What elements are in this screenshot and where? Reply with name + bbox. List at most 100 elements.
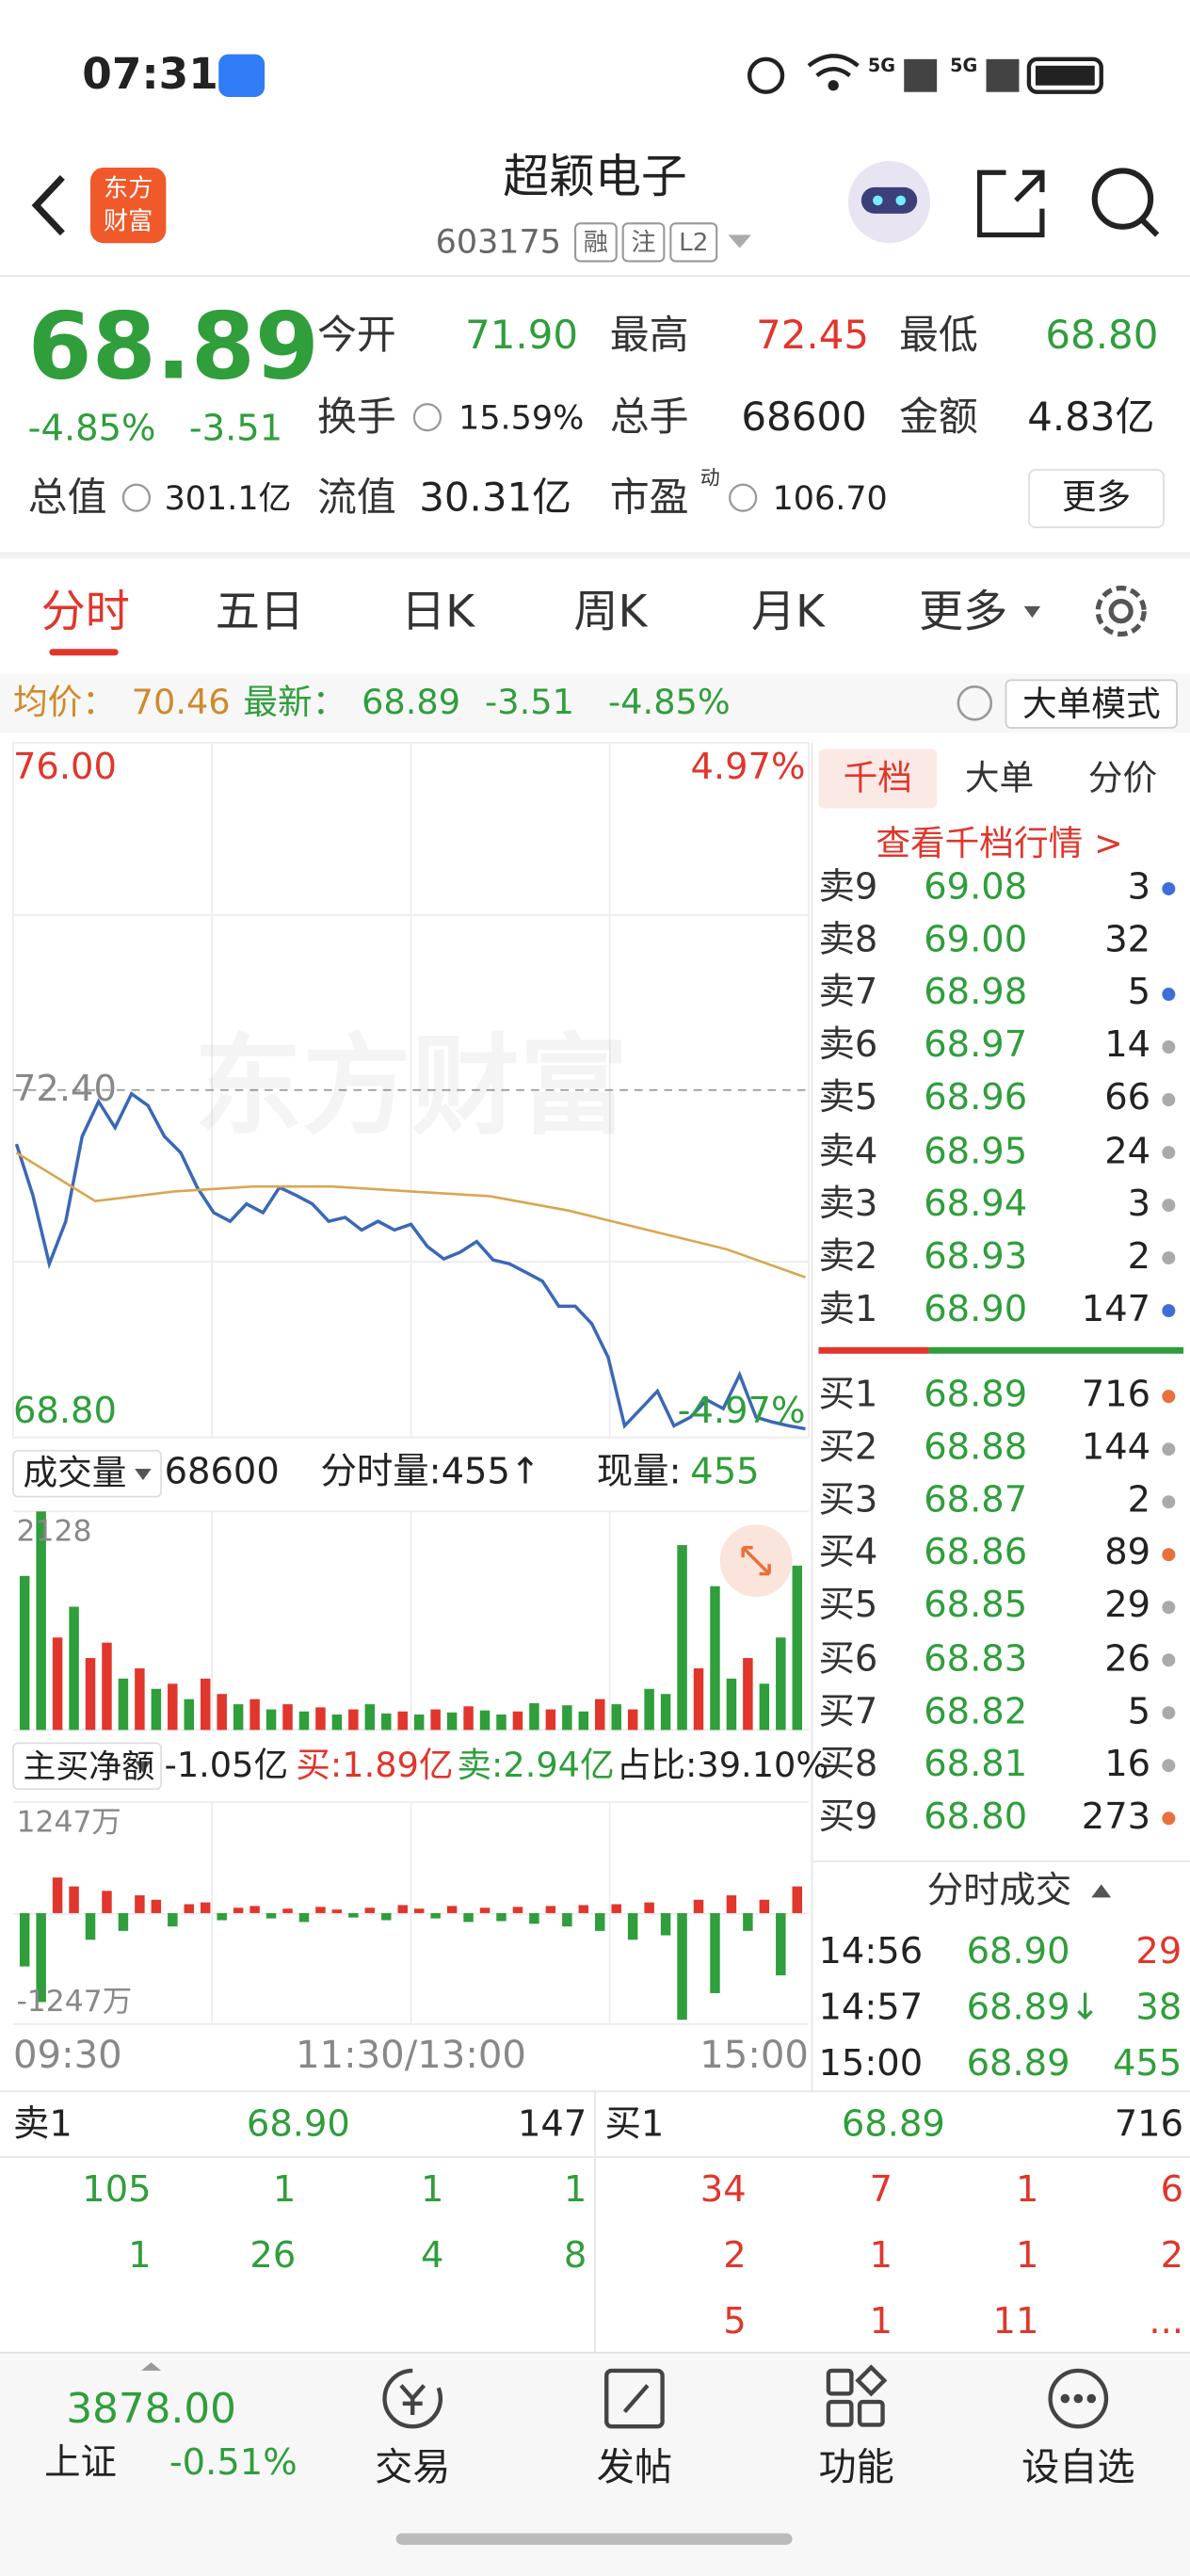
queue-order: 4 xyxy=(420,2235,444,2278)
nav-item[interactable]: 设自选 xyxy=(1021,2447,1135,2490)
avatar[interactable] xyxy=(847,161,931,244)
latest-change-pct: -4.85% xyxy=(607,683,731,722)
settings-icon[interactable] xyxy=(1095,586,1147,637)
book-label: 卖5 xyxy=(818,1078,878,1119)
queue-order: 1 xyxy=(869,2301,893,2343)
book-qty: 144 xyxy=(1081,1427,1151,1470)
volume-selector[interactable]: 成交量 xyxy=(23,1453,127,1493)
nav-item[interactable]: 发帖 xyxy=(596,2447,673,2490)
book-qty: 89 xyxy=(1104,1533,1151,1575)
nav-item[interactable]: 交易 xyxy=(375,2447,451,2490)
field-value: 301.1亿 xyxy=(164,477,292,518)
selector-box[interactable] xyxy=(12,1449,162,1498)
book-tab[interactable]: 分价 xyxy=(1087,758,1158,798)
flow-bar xyxy=(348,1912,359,1918)
flow-bar xyxy=(512,1907,523,1913)
book-price: 68.83 xyxy=(924,1638,1028,1681)
book-label: 买3 xyxy=(818,1480,878,1522)
tab[interactable]: 日K xyxy=(400,587,475,638)
trade-time: 15:00 xyxy=(818,2043,924,2085)
trade-qty: 38 xyxy=(1135,1988,1182,2029)
book-tab[interactable]: 千档 xyxy=(843,758,912,798)
flow-bar xyxy=(282,1908,293,1913)
logo[interactable] xyxy=(90,167,167,244)
tab[interactable]: 更多 xyxy=(918,587,1008,638)
book-price: 68.95 xyxy=(924,1131,1028,1172)
collapse-icon[interactable] xyxy=(1091,1884,1112,1898)
tag: 融 xyxy=(583,226,608,257)
book-price: 68.88 xyxy=(924,1427,1028,1470)
book-tab[interactable]: 大单 xyxy=(964,758,1035,798)
mode-button[interactable] xyxy=(1005,679,1178,729)
flow-bar xyxy=(168,1912,178,1927)
field-superscript: 动 xyxy=(700,466,720,490)
field-value: 68.80 xyxy=(1045,312,1159,359)
tab-underline xyxy=(49,649,119,656)
book-label: 卖9 xyxy=(818,867,878,909)
tab[interactable]: 五日 xyxy=(215,587,304,638)
volume-bar xyxy=(19,1575,30,1731)
tab[interactable]: 周K xyxy=(573,587,648,638)
more-button-label[interactable]: 更多 xyxy=(1061,476,1132,517)
flow-bar xyxy=(102,1891,112,1913)
more-button[interactable] xyxy=(1028,469,1165,528)
volume-bar xyxy=(52,1637,63,1731)
field-value: 68600 xyxy=(741,394,867,441)
volume-bar xyxy=(479,1710,490,1731)
selector-box[interactable] xyxy=(12,1742,162,1791)
nav-icons[interactable] xyxy=(382,2364,1109,2429)
x-tick-label: 09:30 xyxy=(12,2035,122,2078)
trade-price: 68.90 xyxy=(966,1932,1070,1973)
book-qty: 16 xyxy=(1104,1744,1151,1786)
volume-bar xyxy=(611,1704,621,1731)
logo-text[interactable]: 东方 xyxy=(103,173,153,203)
back-icon[interactable] xyxy=(31,175,65,236)
book-price: 68.93 xyxy=(924,1236,1028,1278)
volume-bar xyxy=(200,1678,211,1731)
field-value: 4.83亿 xyxy=(1027,394,1155,441)
queue-order: 5 xyxy=(723,2301,747,2343)
volume-bar xyxy=(135,1667,145,1731)
tab-active[interactable] xyxy=(818,749,938,809)
book-qty: 273 xyxy=(1081,1796,1151,1839)
order-dot xyxy=(1162,1251,1176,1265)
tab[interactable]: 分时 xyxy=(40,587,130,638)
flow-bar xyxy=(611,1904,621,1913)
mode-button-label[interactable]: 大单模式 xyxy=(1021,684,1161,724)
search-icon[interactable] xyxy=(1091,168,1160,237)
expand-icon[interactable] xyxy=(719,1524,793,1598)
flow-selector[interactable]: 主买净额 xyxy=(23,1746,155,1786)
flow-bar xyxy=(118,1912,129,1931)
status-icons xyxy=(218,54,1103,97)
flow-bar xyxy=(562,1912,572,1927)
index-name[interactable]: 上证 xyxy=(44,2442,117,2485)
share-icon[interactable] xyxy=(976,169,1045,238)
flow-bar xyxy=(463,1912,474,1923)
order-dot xyxy=(1162,1304,1176,1318)
tab[interactable]: 月K xyxy=(750,587,825,638)
index-value[interactable]: 3878.00 xyxy=(66,2384,236,2433)
flow-bar xyxy=(265,1912,277,1919)
book-price: 68.94 xyxy=(924,1183,1028,1225)
book-divider-red xyxy=(818,1346,929,1354)
nav-item[interactable]: 功能 xyxy=(818,2447,894,2490)
stock-name: 超颖电子 xyxy=(503,149,687,204)
help-icon[interactable] xyxy=(957,685,993,721)
field-value: 15.59% xyxy=(458,397,585,438)
y2-tick-label: -4.97% xyxy=(677,1391,806,1433)
index-change[interactable]: -0.51% xyxy=(169,2442,298,2485)
flow-bar xyxy=(413,1908,425,1913)
volume-bar xyxy=(151,1688,162,1731)
logo-text[interactable]: 财富 xyxy=(103,205,153,236)
book-qty: 29 xyxy=(1104,1586,1151,1628)
book-qty: 3 xyxy=(1127,1183,1151,1225)
book-link[interactable]: 查看千档行情 > xyxy=(876,824,1123,863)
sell-flow: 卖:2.94亿 xyxy=(457,1745,615,1785)
book-price: 68.80 xyxy=(924,1796,1028,1839)
x-tick-label: 15:00 xyxy=(700,2035,809,2078)
trade-qty: 455 xyxy=(1112,2043,1182,2085)
book-label: 买5 xyxy=(818,1586,878,1628)
tag: L2 xyxy=(679,226,709,257)
order-dot xyxy=(1162,1653,1176,1667)
